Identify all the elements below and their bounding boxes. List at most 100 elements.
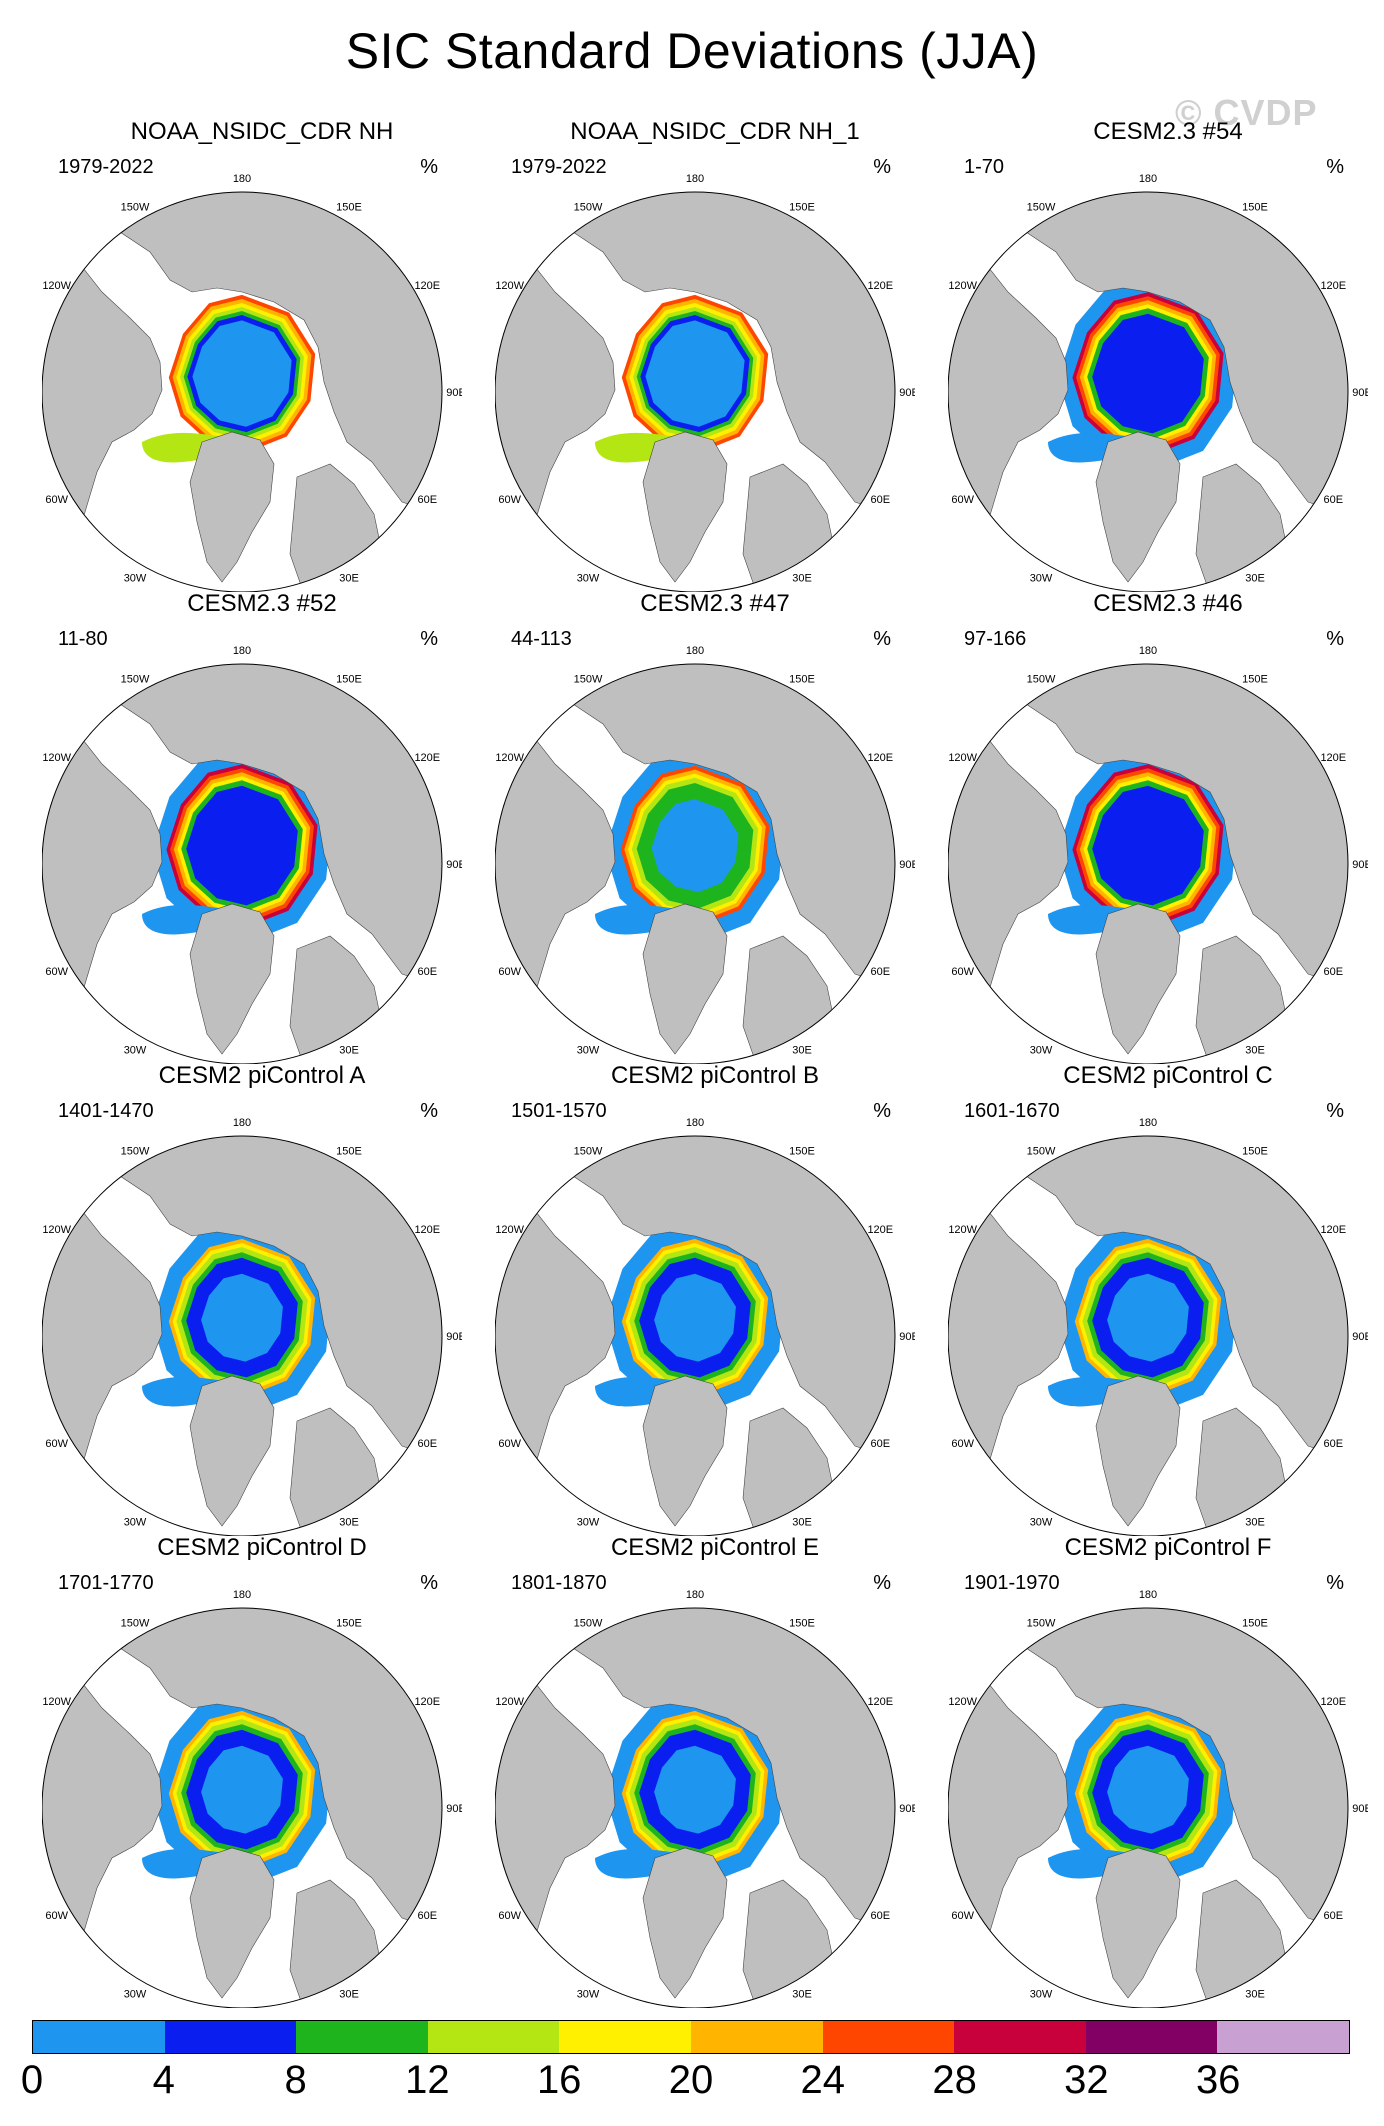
colorbar-tick-label: 4 [152,2058,175,2102]
longitude-label: 30E [792,572,812,584]
map-panel: CESM2 piControl B 1501-1570% 180 150E 120E 90… [495,1062,935,1536]
map-panel: CESM2.3 #541-70%180150E120E90E60E30E030W… [948,118,1384,592]
panel-title: NOAA_NSIDC_CDR NH [130,118,394,145]
longitude-label: 180 [233,1117,251,1129]
land-mass [495,1608,895,1939]
longitude-label: 60E [871,494,891,506]
panel-units: % [420,1572,438,1594]
longitude-label: 30E [339,572,359,584]
longitude-label: 90E [446,1803,462,1815]
polar-map: 180150E120E90E60E30E030W60W90W120W150W [495,1117,915,1536]
longitude-label: 60E [1324,1438,1344,1450]
longitude-label: 120W [42,1696,71,1708]
longitude-label: 30E [339,1988,359,2000]
land-mass [642,1375,728,1527]
longitude-label: 30E [1245,1516,1265,1528]
polar-map: 180150E120E90E60E30E030W60W90W120W150W [42,173,462,592]
longitude-label: 150W [1027,1146,1056,1158]
map-boundary [495,1135,896,1536]
longitude-label: 60E [418,1910,438,1922]
colorbar-tick-label: 8 [284,2058,307,2102]
longitude-label: 150E [789,1146,815,1158]
longitude-label: 150W [121,674,150,686]
longitude-label: 30W [1030,1044,1053,1056]
longitude-label: 60E [418,966,438,978]
longitude-label: 150W [1027,202,1056,214]
panel-title: CESM2.3 #52 [187,590,337,617]
land-mass [1095,431,1181,583]
longitude-label: 90E [899,1803,915,1815]
sic-contour-band [1107,1745,1189,1834]
land-mass [642,431,728,583]
map-boundary [42,663,443,1064]
colorbar-segment [427,2021,560,2053]
colorbar [32,2020,1350,2054]
panel-period: 1401-1470 [58,1100,154,1122]
colorbar-labels: 0 4 8 12 16 20 24 28 32 36 [0,2058,1384,2118]
longitude-label: 60E [871,1438,891,1450]
map-boundary [495,1607,896,2008]
longitude-label: 120W [948,1224,977,1236]
panel-units: % [1326,1572,1344,1594]
land-mass [495,664,895,995]
sic-contour-band [186,785,298,906]
polar-map: 180150E120E90E60E30E030W60W90W120W150W [948,1117,1368,1536]
longitude-label: 60W [45,966,68,978]
sic-contour-band [1107,1273,1189,1362]
polar-map: 180150E120E90E60E30E030W60W90W120W150W [495,645,915,1064]
panel-title: CESM2 piControl E [610,1534,820,1561]
longitude-label: 60E [1324,494,1344,506]
longitude-label: 90E [446,387,462,399]
sic-contour-band [654,1273,736,1362]
longitude-label: 30W [124,1044,147,1056]
map-panel: CESM2.3 #5211-80%180150E120E90E60E30E030… [42,590,482,1064]
land-mass [1095,1847,1181,1999]
longitude-label: 120W [495,1224,524,1236]
panel-units: % [873,156,891,178]
polar-map: 180150E120E90E60E30E030W60W90W120W150W [42,1589,462,2008]
land-mass [189,903,275,1055]
panel-title: NOAA_NSIDC_CDR NH_1 [570,118,860,145]
longitude-label: 150E [1242,1146,1268,1158]
panel-units: % [420,156,438,178]
longitude-label: 120E [1320,752,1346,764]
longitude-label: 30W [124,1516,147,1528]
longitude-label: 180 [1139,1117,1157,1129]
longitude-label: 30W [577,1988,600,2000]
panel-units: % [873,1572,891,1594]
colorbar-tick-label: 24 [800,2058,846,2102]
land-mass [948,664,1348,995]
longitude-label: 30E [1245,1988,1265,2000]
longitude-label: 90E [899,859,915,871]
colorbar-tick-label: 12 [405,2058,450,2102]
land-mass [189,431,275,583]
longitude-label: 60E [418,494,438,506]
longitude-label: 150E [336,674,362,686]
polar-map: 180150E120E90E60E30E030W60W90W120W150W [495,173,915,592]
panel-period: 44-113 [511,628,572,650]
longitude-label: 180 [1139,645,1157,657]
panel-units: % [873,1100,891,1122]
panel-period: 1-70 [964,156,1005,178]
colorbar-segment [33,2021,165,2053]
panel-period: 1501-1570 [511,1100,607,1122]
longitude-label: 150W [1027,1618,1056,1630]
longitude-label: 120E [1320,1224,1346,1236]
longitude-label: 180 [686,1589,704,1601]
longitude-label: 120W [948,1696,977,1708]
longitude-label: 60W [951,1438,974,1450]
land-mass [948,1136,1348,1467]
panel-units: % [1326,628,1344,650]
panel-period: 1901-1970 [964,1572,1060,1594]
panel-title: CESM2.3 #46 [1093,590,1243,617]
longitude-label: 150W [574,202,603,214]
panel-title: CESM2 piControl F [1064,1534,1272,1561]
cvdp-watermark: © CVDP [1175,92,1318,133]
panel-title: CESM2.3 #54 [1093,118,1243,145]
sic-contour-band [201,1745,283,1834]
longitude-label: 150E [789,202,815,214]
longitude-label: 90E [899,1331,915,1343]
land-mass [42,1608,442,1939]
colorbar-tick-label: 0 [20,2058,44,2102]
map-boundary [948,1135,1349,1536]
